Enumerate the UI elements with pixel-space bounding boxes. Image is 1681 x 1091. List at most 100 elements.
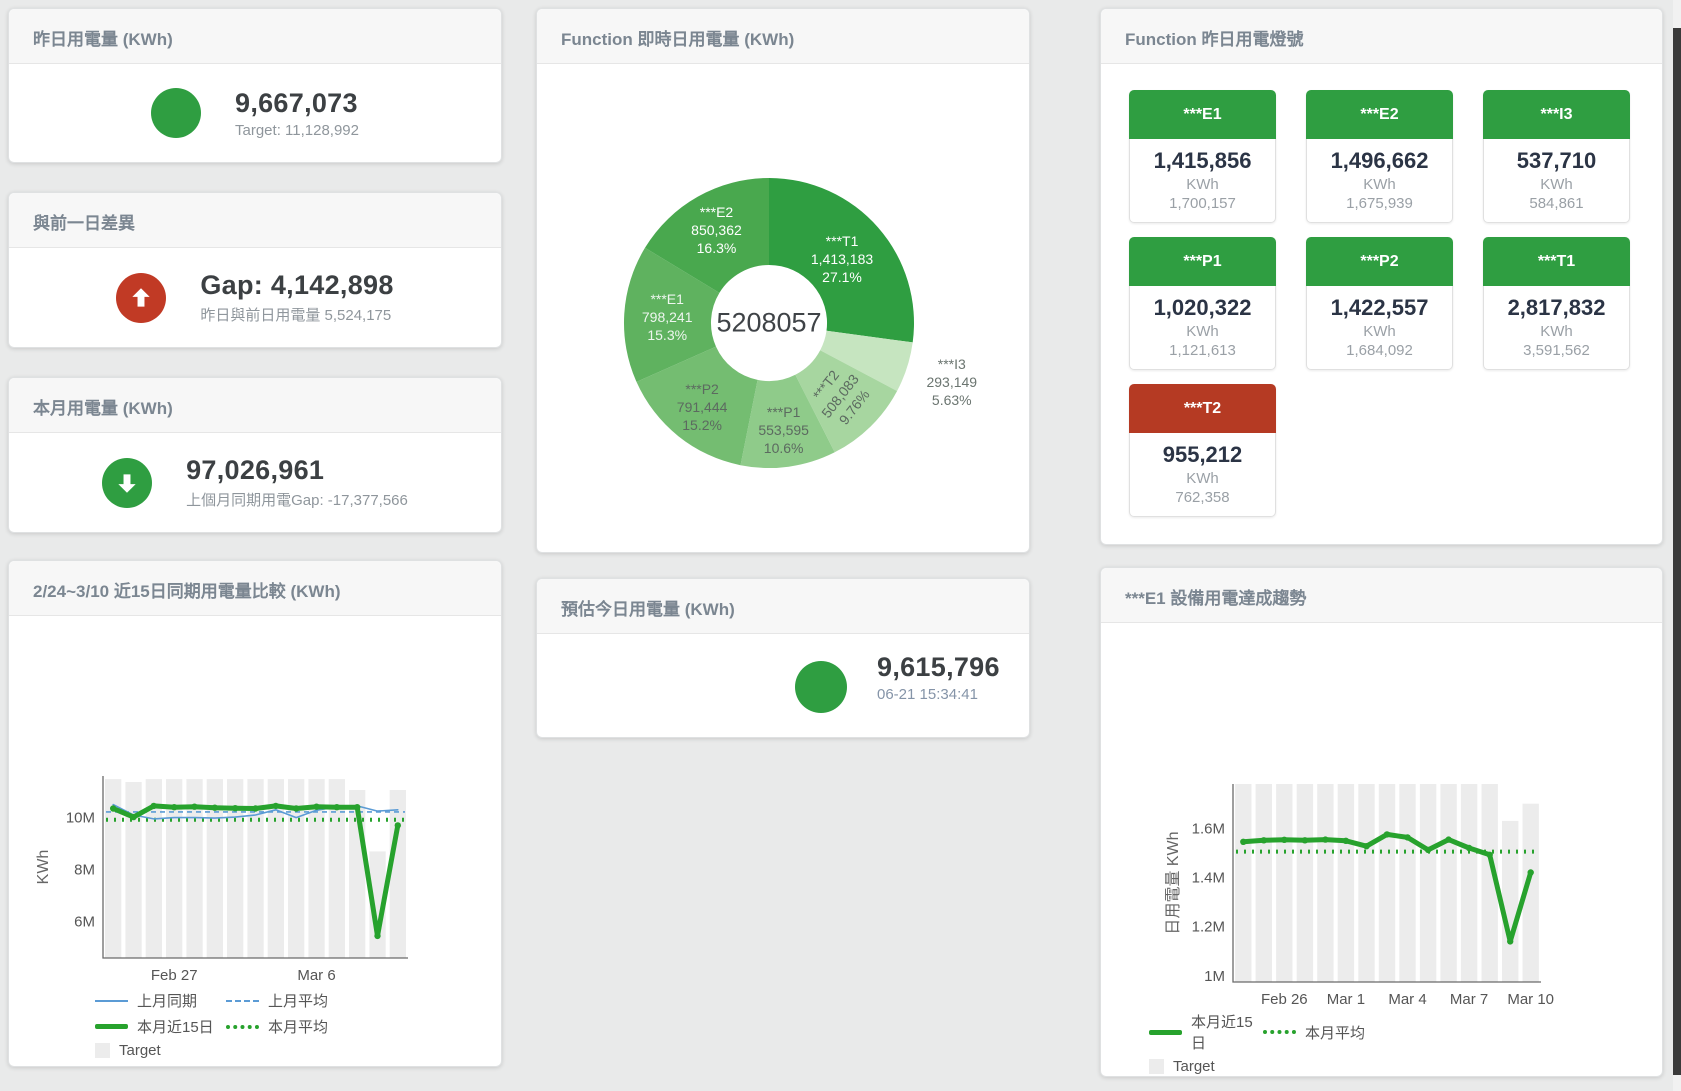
device-tile-E2[interactable]: ***E2 1,496,662 KWh 1,675,939 xyxy=(1306,90,1453,223)
device-tile-body: 2,817,832 KWh 3,591,562 xyxy=(1483,286,1630,370)
card-estimate-today: 預估今日用電量 (KWh) 9,615,796 06-21 15:34:41 xyxy=(536,578,1030,738)
device-tile-E1[interactable]: ***E1 1,415,856 KWh 1,700,157 xyxy=(1129,90,1276,223)
svg-text:1.6M: 1.6M xyxy=(1192,820,1225,837)
legend-label: 本月近15日 xyxy=(137,1019,214,1036)
card-title: 2/24~3/10 近15日同期用電量比較 (KWh) xyxy=(9,561,501,616)
device-tile-I3[interactable]: ***I3 537,710 KWh 584,861 xyxy=(1483,90,1630,223)
scrollbar-thumb[interactable] xyxy=(1673,28,1681,1075)
donut-slice-I3[interactable] xyxy=(820,330,913,391)
svg-text:8M: 8M xyxy=(74,862,95,879)
status-circle-green xyxy=(151,88,201,138)
device-target: 1,675,939 xyxy=(1346,195,1413,212)
svg-text:Mar 10: Mar 10 xyxy=(1507,991,1554,1008)
card-e1-trend: ***E1 設備用電達成趨勢 1M 1.2M 1.4M 1.6M Feb 26 Mar 1… xyxy=(1100,567,1663,1077)
scrollbar-track[interactable] xyxy=(1673,0,1681,1091)
card-title: ***E1 設備用電達成趨勢 xyxy=(1101,568,1662,623)
device-status-header: ***E2 xyxy=(1306,90,1453,139)
donut-slice-label: ***P1 553,595 10.6% xyxy=(758,404,809,456)
arrow-up-icon xyxy=(116,272,167,323)
donut-slice-label: ***E2 850,362 16.3% xyxy=(691,203,742,256)
donut-slice-E1[interactable] xyxy=(623,247,720,382)
donut-slice-T2[interactable] xyxy=(795,350,898,453)
device-status-header: ***T2 xyxy=(1129,384,1276,433)
legend-label: 本月平均 xyxy=(1305,1024,1366,1042)
card-compare-chart: 2/24~3/10 近15日同期用電量比較 (KWh) 6M 8M 10M Feb 2… xyxy=(8,560,502,1067)
svg-text:6M: 6M xyxy=(74,914,95,931)
donut-center-total: 5208057 xyxy=(716,307,822,338)
realtime-donut-chart[interactable] xyxy=(537,64,1031,554)
device-target: 584,861 xyxy=(1529,195,1584,212)
donut-slice-E2[interactable] xyxy=(645,178,769,293)
day-gap-sub: 昨日與前日用電量 5,524,175 xyxy=(200,307,392,324)
yesterday-value: 9,667,073 xyxy=(235,87,358,118)
svg-text:Mar 4: Mar 4 xyxy=(1388,991,1426,1008)
svg-text:10M: 10M xyxy=(66,810,95,827)
donut-slice-P2[interactable] xyxy=(636,346,758,466)
legend-label: Target xyxy=(119,1042,161,1059)
device-target: 762,358 xyxy=(1175,489,1230,506)
device-tile-T2[interactable]: ***T2 955,212 KWh 762,358 xyxy=(1129,384,1276,517)
svg-text:Mar 6: Mar 6 xyxy=(297,967,335,984)
estimate-timestamp: 06-21 15:34:41 xyxy=(877,686,978,703)
donut-slice-T1[interactable] xyxy=(769,178,915,343)
device-value: 1,422,557 xyxy=(1330,295,1429,320)
device-tile-body: 1,415,856 KWh 1,700,157 xyxy=(1129,139,1276,223)
legend-line-green-icon xyxy=(1149,1029,1182,1035)
legend-target-box-icon xyxy=(95,1043,110,1058)
card-yesterday-lights: Function 昨日用電燈號 ***E1 1,415,856 KWh 1,700,1… xyxy=(1100,8,1663,545)
device-tile-body: 1,020,322 KWh 1,121,613 xyxy=(1129,286,1276,370)
device-tile-body: 1,496,662 KWh 1,675,939 xyxy=(1306,139,1453,223)
svg-text:Feb 27: Feb 27 xyxy=(151,967,198,984)
compare-chart-legend: 上月同期 上月平均 本月近15日 本月平均 Target xyxy=(95,990,357,1064)
device-tiles-grid: ***E1 1,415,856 KWh 1,700,157 ***E2 1,496,662… xyxy=(1101,64,1662,543)
month-gap-sub: 上個月同期用電Gap: -17,377,566 xyxy=(186,492,408,509)
card-yesterday-usage: 昨日用電量 (KWh) 9,667,073 Target: 11,128,992 xyxy=(8,8,502,163)
device-unit: KWh xyxy=(1363,323,1396,340)
compare-line-chart[interactable]: 6M 8M 10M Feb 27 Mar 6 KWh xyxy=(9,616,503,1068)
device-target: 3,591,562 xyxy=(1523,342,1590,359)
donut-slice-P1[interactable] xyxy=(740,374,835,469)
svg-text:Mar 7: Mar 7 xyxy=(1450,991,1488,1008)
device-unit: KWh xyxy=(1363,176,1396,193)
estimate-value: 9,615,796 xyxy=(877,652,1000,682)
card-title: Function 即時日用電量 (KWh) xyxy=(537,9,1029,64)
month-value: 97,026,961 xyxy=(186,455,325,485)
device-status-header: ***P1 xyxy=(1129,237,1276,286)
e1-trend-chart[interactable]: 1M 1.2M 1.4M 1.6M Feb 26 Mar 1 Mar 4 Mar 7 Mar 1… xyxy=(1101,623,1664,1078)
trend-chart-legend: 本月近15日 本月平均 Target xyxy=(1149,1011,1377,1080)
day-gap-value: Gap: 4,142,898 xyxy=(200,270,394,300)
svg-text:Mar 1: Mar 1 xyxy=(1327,991,1365,1008)
legend-dot-green-icon xyxy=(1263,1030,1296,1034)
device-tile-body: 1,422,557 KWh 1,684,092 xyxy=(1306,286,1453,370)
svg-text:KWh: KWh xyxy=(35,850,52,885)
arrow-down-icon xyxy=(102,457,153,508)
device-value: 1,415,856 xyxy=(1153,148,1252,173)
svg-text:日用電量 KWh: 日用電量 KWh xyxy=(1165,831,1182,934)
card-title: 本月用電量 (KWh) xyxy=(9,378,501,433)
yesterday-target: Target: 11,128,992 xyxy=(235,121,359,139)
device-tile-T1[interactable]: ***T1 2,817,832 KWh 3,591,562 xyxy=(1483,237,1630,370)
legend-label: 本月近15日 xyxy=(1191,1014,1253,1052)
card-title: 與前一日差異 xyxy=(9,193,501,248)
donut-slice-label: ***E1 798,241 15.3% xyxy=(641,290,693,343)
device-value: 1,020,322 xyxy=(1153,295,1252,320)
donut-slice-label: ***T2 508,083 9.76% xyxy=(809,366,874,428)
device-unit: KWh xyxy=(1186,470,1219,487)
svg-text:1.2M: 1.2M xyxy=(1192,919,1225,936)
legend-dash-blue-icon xyxy=(226,999,259,1002)
legend-label: Target xyxy=(1173,1058,1215,1075)
device-status-header: ***T1 xyxy=(1483,237,1630,286)
svg-text:Feb 26: Feb 26 xyxy=(1261,991,1308,1008)
device-tile-P1[interactable]: ***P1 1,020,322 KWh 1,121,613 xyxy=(1129,237,1276,370)
device-target: 1,700,157 xyxy=(1169,195,1236,212)
donut-labels: 5208057 ***T1 1,413,183 27.1% ***I3 293,149 5… xyxy=(537,64,1029,552)
legend-dot-green-icon xyxy=(226,1024,259,1029)
device-value: 537,710 xyxy=(1516,148,1597,173)
legend-line-green-icon xyxy=(95,1024,128,1029)
status-circle-green xyxy=(795,661,847,713)
device-tile-P2[interactable]: ***P2 1,422,557 KWh 1,684,092 xyxy=(1306,237,1453,370)
svg-text:1M: 1M xyxy=(1204,968,1225,985)
device-value: 1,496,662 xyxy=(1330,148,1429,173)
device-unit: KWh xyxy=(1540,323,1573,340)
